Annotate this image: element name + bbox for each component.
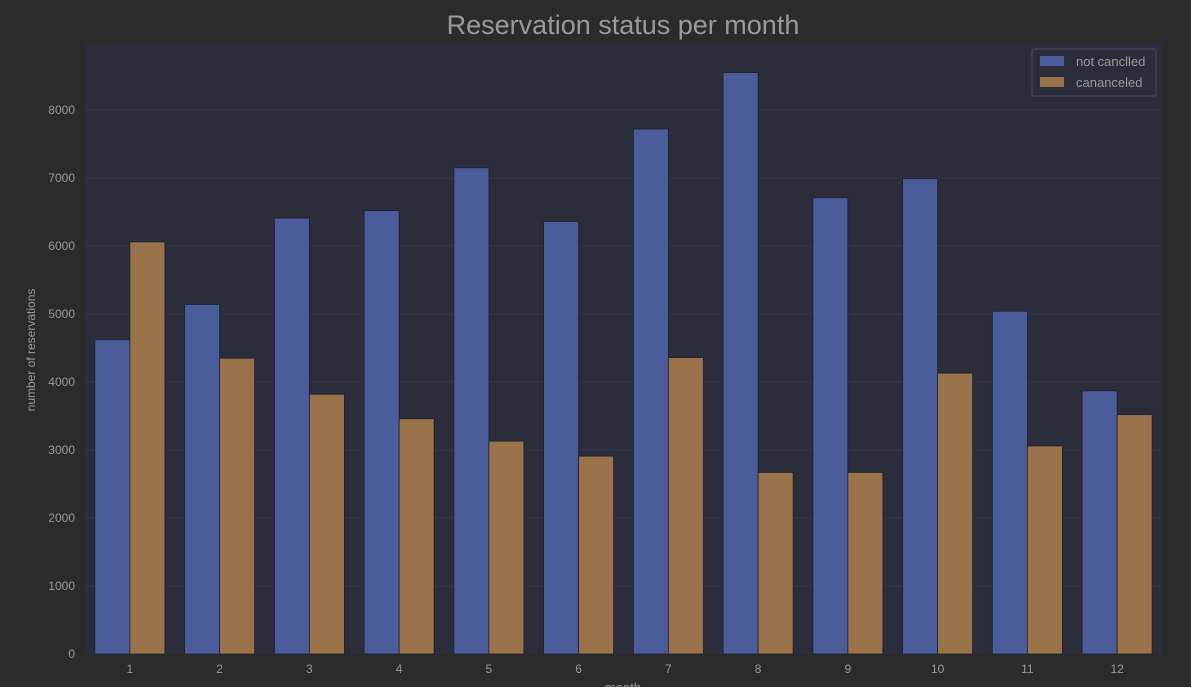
y-tick-label: 8000 [48,103,75,117]
y-tick-label: 3000 [48,443,75,457]
grid-lines [85,109,1162,587]
bar-cancelled [757,472,794,655]
plot-background [85,43,1162,654]
bar-not-cancelled [453,167,490,655]
bar-not-cancelled [543,221,580,655]
x-tick-label: 8 [755,662,762,676]
bar-not-cancelled [363,210,400,655]
bar-not-cancelled [1081,390,1118,655]
x-tick-label: 6 [575,662,582,676]
y-tick-label: 6000 [48,239,75,253]
bar-not-cancelled [722,72,759,655]
legend-label-not-cancelled: not canclled [1076,54,1145,69]
x-tick-label: 7 [665,662,672,676]
bar-cancelled [398,418,435,655]
legend-swatch-not-cancelled [1040,56,1064,66]
bar-not-cancelled [94,339,131,655]
y-tick-label: 2000 [48,511,75,525]
x-tick-label: 1 [127,662,134,676]
x-tick-label: 5 [486,662,493,676]
bar-cancelled [667,357,704,655]
bar-cancelled [488,440,525,655]
bars [94,72,1153,655]
y-axis-label: number of reservations [24,289,38,412]
x-axis-label: month [605,680,641,687]
y-axis-ticks: 0 1000 2000 3000 4000 5000 6000 7000 8000 [48,103,75,661]
bar-cancelled [937,372,974,655]
bar-cancelled [1116,414,1153,655]
bar-not-cancelled [632,128,669,655]
x-tick-label: 11 [1021,662,1034,676]
legend-swatch-cancelled [1040,77,1064,87]
bar-cancelled [847,472,884,655]
x-tick-label: 3 [306,662,313,676]
bar-not-cancelled [902,178,939,655]
y-tick-label: 7000 [48,171,75,185]
legend-label-cancelled: cananceled [1076,75,1143,90]
bar-not-cancelled [991,310,1028,655]
y-tick-label: 0 [68,647,75,661]
bar-cancelled [219,357,256,655]
x-tick-label: 4 [396,662,403,676]
bar-not-cancelled [273,217,310,655]
x-tick-label: 2 [216,662,223,676]
x-axis-ticks: 1 2 3 4 5 6 7 8 9 10 11 12 [127,662,1125,676]
bar-not-cancelled [812,197,849,655]
bar-cancelled [308,393,345,655]
bar-cancelled [1026,445,1063,655]
y-tick-label: 1000 [48,579,75,593]
chart-title: Reservation status per month [447,10,800,40]
x-tick-label: 10 [931,662,945,676]
y-tick-label: 5000 [48,307,75,321]
legend: not canclled cananceled [1031,48,1157,97]
bar-not-cancelled [184,304,221,655]
bar-cancelled [129,241,166,655]
y-tick-label: 4000 [48,375,75,389]
bar-cancelled [578,455,615,655]
x-tick-label: 12 [1110,662,1124,676]
x-tick-label: 9 [845,662,852,676]
